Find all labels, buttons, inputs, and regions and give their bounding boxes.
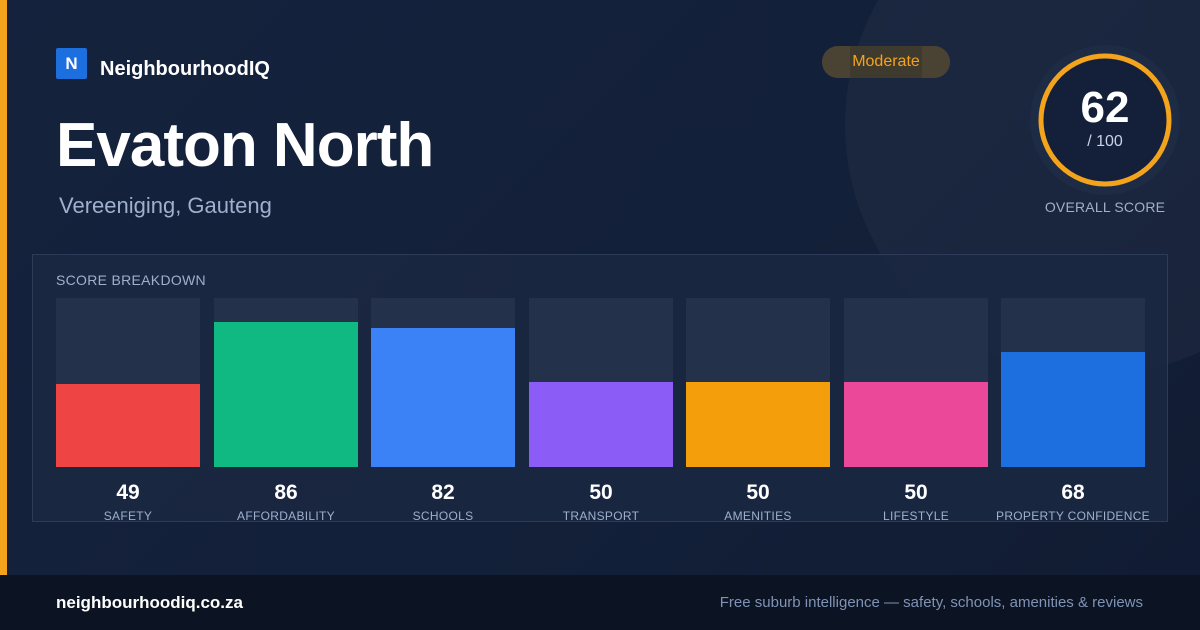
footer: neighbourhoodiq.co.za Free suburb intell… [0,575,1200,630]
score-breakdown-panel: SCORE BREAKDOWN 49 SAFETY 86 AFFORDABILITY 8… [32,254,1168,523]
brand-name: NeighbourhoodIQ [100,58,270,80]
bar-value: 86 [274,481,298,504]
bar-fill [1001,352,1145,467]
score-ring-graphic [1030,45,1180,195]
rating-badge-label: Moderate [852,53,920,70]
breakdown-bar-safety: 49 SAFETY [56,298,200,523]
footer-domain: neighbourhoodiq.co.za [56,593,243,612]
bar-label: SCHOOLS [412,509,474,523]
score-ring-progress [1038,53,1172,187]
breakdown-bar-property-confidence: 68 PROPERTY CONFIDENCE [996,298,1150,523]
overall-score-ring: 62 / 100 [1030,45,1180,195]
suburb-location: Vereeniging, Gauteng [59,193,272,218]
bar-fill [371,328,515,467]
bar-value: 50 [589,481,613,504]
bar-track [1001,298,1145,467]
bar-fill [844,382,988,467]
bar-value: 49 [116,481,140,504]
bar-track [56,298,200,467]
breakdown-bar-transport: 50 TRANSPORT [529,298,673,523]
bar-track [529,298,673,467]
bar-value: 68 [1061,481,1085,504]
bar-track [214,298,358,467]
accent-stripe [0,0,7,575]
breakdown-title: SCORE BREAKDOWN [56,272,206,288]
bar-label: AFFORDABILITY [237,509,335,523]
bar-track [686,298,830,467]
breakdown-bar-affordability: 86 AFFORDABILITY [214,298,358,523]
bar-track [844,298,988,467]
bar-fill [56,384,200,467]
bar-value: 50 [746,481,770,504]
bar-track [371,298,515,467]
suburb-title: Evaton North [56,111,434,180]
bar-label: LIFESTYLE [882,509,950,523]
brand-logo-icon: N [56,48,87,79]
footer-tagline: Free suburb intelligence — safety, schoo… [719,594,1143,611]
overall-score-max: / 100 [1087,133,1123,150]
bar-label: AMENITIES [724,509,792,523]
bar-label: SAFETY [103,509,153,523]
brand: N NeighbourhoodIQ [56,46,270,81]
bar-fill [529,382,673,467]
breakdown-bar-lifestyle: 50 LIFESTYLE [844,298,988,523]
overall-score-caption: OVERALL SCORE [1044,199,1166,215]
bar-label: PROPERTY CONFIDENCE [996,509,1150,523]
breakdown-bar-schools: 82 SCHOOLS [371,298,515,523]
bar-value: 50 [904,481,928,504]
bar-label: TRANSPORT [562,509,640,523]
bar-fill [214,322,358,467]
breakdown-bar-amenities: 50 AMENITIES [686,298,830,523]
bar-value: 82 [431,481,455,504]
rating-badge: Moderate [822,46,950,78]
bar-fill [686,382,830,467]
overall-score-value: 62 [1080,83,1130,132]
